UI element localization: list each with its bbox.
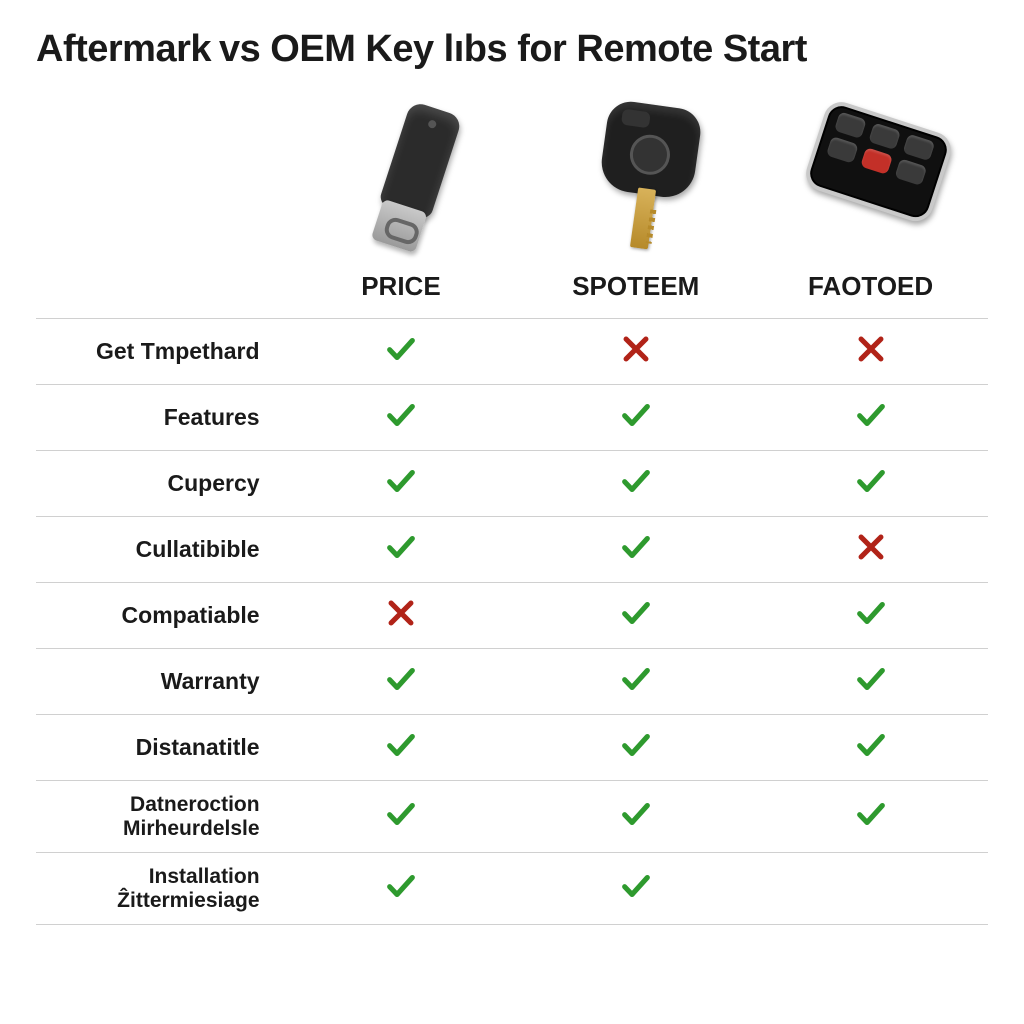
row-label: Cullatibible bbox=[36, 517, 284, 583]
column-header-row: PRICE SPOTEEM FAOTOED bbox=[36, 261, 988, 319]
cell bbox=[284, 583, 519, 649]
keyfob-oem-key-icon bbox=[545, 85, 726, 266]
cell bbox=[284, 649, 519, 715]
cell bbox=[753, 319, 988, 385]
check-icon bbox=[384, 464, 418, 498]
check-icon bbox=[384, 662, 418, 696]
check-icon bbox=[854, 398, 888, 432]
cell bbox=[753, 781, 988, 853]
cell bbox=[518, 517, 753, 583]
table-row: Compatiable bbox=[36, 583, 988, 649]
cross-icon bbox=[619, 332, 653, 366]
cell bbox=[284, 517, 519, 583]
check-icon bbox=[619, 398, 653, 432]
cell bbox=[518, 853, 753, 925]
check-icon bbox=[384, 398, 418, 432]
row-label: Warranty bbox=[36, 649, 284, 715]
check-icon bbox=[854, 797, 888, 831]
cell bbox=[753, 385, 988, 451]
table-row: Cullatibible bbox=[36, 517, 988, 583]
cell bbox=[518, 451, 753, 517]
cell bbox=[518, 781, 753, 853]
cell bbox=[753, 583, 988, 649]
cell bbox=[518, 319, 753, 385]
check-icon bbox=[619, 797, 653, 831]
table-row: Warranty bbox=[36, 649, 988, 715]
check-icon bbox=[854, 596, 888, 630]
cell bbox=[753, 853, 988, 925]
check-icon bbox=[619, 728, 653, 762]
row-label: Get Tmpethard bbox=[36, 319, 284, 385]
table-row: InstallationẐittermiesiage bbox=[36, 853, 988, 925]
page-title: Aftermark vs OEM Key lıbs for Remote Sta… bbox=[36, 28, 988, 71]
check-icon bbox=[619, 662, 653, 696]
cross-icon bbox=[854, 332, 888, 366]
check-icon bbox=[854, 728, 888, 762]
table-row: Distanatitle bbox=[36, 715, 988, 781]
row-label: Cupercy bbox=[36, 451, 284, 517]
cell bbox=[753, 649, 988, 715]
check-icon bbox=[384, 797, 418, 831]
col-head-0: PRICE bbox=[284, 261, 519, 319]
cell bbox=[518, 649, 753, 715]
keyfob-aftermarket-icon bbox=[305, 76, 497, 275]
table-row: Cupercy bbox=[36, 451, 988, 517]
table-row: Get Tmpethard bbox=[36, 319, 988, 385]
cell bbox=[518, 385, 753, 451]
check-icon bbox=[854, 662, 888, 696]
cell bbox=[753, 451, 988, 517]
cell bbox=[284, 385, 519, 451]
cross-icon bbox=[854, 530, 888, 564]
cell bbox=[753, 715, 988, 781]
col-head-2: FAOTOED bbox=[753, 261, 988, 319]
cell bbox=[518, 715, 753, 781]
table-row: Features bbox=[36, 385, 988, 451]
row-label: Distanatitle bbox=[36, 715, 284, 781]
check-icon bbox=[384, 530, 418, 564]
check-icon bbox=[619, 530, 653, 564]
keyfob-remote-icon bbox=[767, 77, 975, 272]
cell bbox=[284, 319, 519, 385]
row-label: DatneroctionMirheurdelsle bbox=[36, 781, 284, 853]
check-icon bbox=[619, 596, 653, 630]
row-label: InstallationẐittermiesiage bbox=[36, 853, 284, 925]
table-row: DatneroctionMirheurdelsle bbox=[36, 781, 988, 853]
row-label: Features bbox=[36, 385, 284, 451]
cell bbox=[284, 853, 519, 925]
col-head-1: SPOTEEM bbox=[518, 261, 753, 319]
check-icon bbox=[619, 869, 653, 903]
check-icon bbox=[619, 464, 653, 498]
cell bbox=[518, 583, 753, 649]
check-icon bbox=[384, 728, 418, 762]
row-label: Compatiable bbox=[36, 583, 284, 649]
check-icon bbox=[384, 869, 418, 903]
cell bbox=[284, 715, 519, 781]
cell bbox=[284, 451, 519, 517]
comparison-table: PRICE SPOTEEM FAOTOED Get TmpethardFeatu… bbox=[36, 89, 988, 925]
cross-icon bbox=[384, 596, 418, 630]
check-icon bbox=[854, 464, 888, 498]
image-row bbox=[36, 89, 988, 261]
cell bbox=[284, 781, 519, 853]
check-icon bbox=[384, 332, 418, 366]
cell bbox=[753, 517, 988, 583]
